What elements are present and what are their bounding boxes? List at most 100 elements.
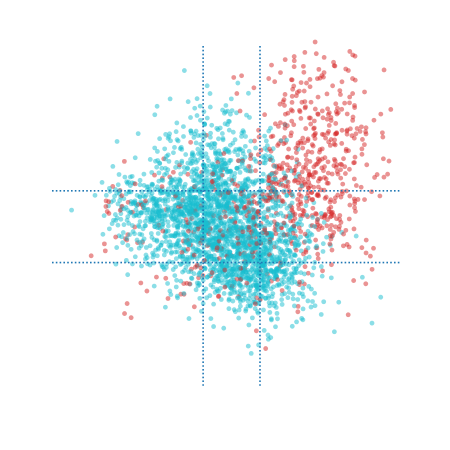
point-teal — [220, 166, 225, 171]
point-teal — [116, 182, 121, 187]
point-teal — [332, 329, 337, 334]
point-red — [286, 184, 291, 189]
point-teal — [198, 253, 203, 258]
point-red — [192, 304, 197, 309]
point-teal — [271, 254, 276, 259]
point-red — [283, 126, 288, 131]
point-teal — [227, 250, 232, 255]
point-teal — [132, 231, 137, 236]
point-teal — [142, 183, 147, 188]
point-red — [289, 208, 294, 213]
point-teal — [205, 205, 210, 210]
point-teal — [262, 210, 267, 215]
point-red — [362, 197, 367, 202]
point-red — [105, 209, 110, 214]
point-teal — [273, 324, 278, 329]
point-teal — [264, 139, 269, 144]
point-red — [326, 171, 331, 176]
point-red — [277, 166, 282, 171]
point-red — [283, 92, 288, 97]
point-red — [359, 124, 364, 129]
point-teal — [162, 234, 167, 239]
point-teal — [174, 278, 179, 283]
point-red — [333, 121, 338, 126]
point-teal — [250, 191, 255, 196]
point-teal — [134, 207, 139, 212]
point-teal — [244, 113, 249, 118]
point-teal — [143, 219, 148, 224]
point-teal — [282, 280, 287, 285]
point-teal — [209, 141, 214, 146]
point-red — [341, 243, 346, 248]
point-teal — [263, 224, 268, 229]
point-red — [247, 200, 252, 205]
point-red — [339, 107, 344, 112]
point-teal — [281, 214, 286, 219]
point-teal — [223, 277, 228, 282]
point-red — [350, 76, 355, 81]
point-red — [247, 225, 252, 230]
point-red — [215, 245, 220, 250]
point-teal — [171, 267, 176, 272]
point-teal — [297, 241, 302, 246]
point-red — [285, 168, 290, 173]
point-red — [347, 49, 352, 54]
point-teal — [174, 245, 179, 250]
point-teal — [110, 164, 115, 169]
point-teal — [298, 235, 303, 240]
point-red — [315, 217, 320, 222]
point-teal — [221, 136, 226, 141]
point-teal — [261, 172, 266, 177]
point-teal — [278, 222, 283, 227]
point-red — [346, 312, 351, 317]
point-teal — [148, 157, 153, 162]
point-red — [308, 116, 313, 121]
point-teal — [122, 175, 127, 180]
point-red — [313, 107, 318, 112]
point-teal — [295, 297, 300, 302]
point-red — [103, 248, 108, 253]
point-teal — [190, 233, 195, 238]
point-red — [294, 93, 299, 98]
point-teal — [248, 278, 253, 283]
point-red — [125, 301, 130, 306]
point-red — [339, 141, 344, 146]
point-teal — [197, 296, 202, 301]
point-red — [298, 116, 303, 121]
point-red — [263, 346, 268, 351]
point-teal — [211, 302, 216, 307]
point-red — [272, 79, 277, 84]
point-teal — [304, 213, 309, 218]
point-teal — [113, 212, 118, 217]
point-teal — [249, 351, 254, 356]
point-teal — [116, 201, 121, 206]
point-teal — [195, 166, 200, 171]
point-teal — [192, 211, 197, 216]
point-red — [282, 97, 287, 102]
point-red — [307, 172, 312, 177]
point-teal — [155, 184, 160, 189]
point-red — [325, 131, 330, 136]
point-teal — [121, 230, 126, 235]
point-teal — [246, 220, 251, 225]
point-red — [210, 171, 215, 176]
point-teal — [153, 159, 158, 164]
point-teal — [226, 263, 231, 268]
point-red — [382, 68, 387, 73]
point-teal — [174, 256, 179, 261]
point-teal — [169, 243, 174, 248]
point-teal — [230, 232, 235, 237]
point-red — [297, 89, 302, 94]
point-teal — [189, 169, 194, 174]
point-teal — [122, 222, 127, 227]
point-red — [119, 193, 124, 198]
point-teal — [303, 256, 308, 261]
point-teal — [120, 240, 125, 245]
point-teal — [183, 240, 188, 245]
point-teal — [133, 155, 138, 160]
point-teal — [129, 201, 134, 206]
point-red — [222, 268, 227, 273]
point-red — [252, 199, 257, 204]
point-teal — [232, 307, 237, 312]
point-teal — [211, 285, 216, 290]
